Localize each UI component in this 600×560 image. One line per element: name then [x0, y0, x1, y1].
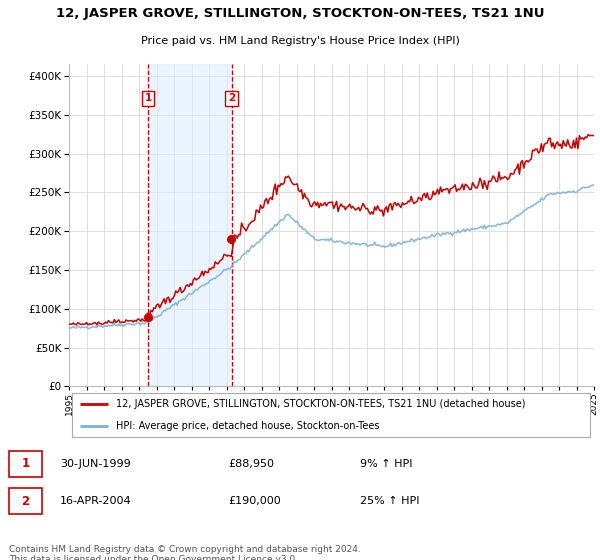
Text: 25% ↑ HPI: 25% ↑ HPI: [360, 496, 419, 506]
Text: Contains HM Land Registry data © Crown copyright and database right 2024.: Contains HM Land Registry data © Crown c…: [9, 545, 361, 554]
Text: £190,000: £190,000: [228, 496, 281, 506]
FancyBboxPatch shape: [71, 393, 590, 437]
Text: 16-APR-2004: 16-APR-2004: [60, 496, 131, 506]
Bar: [148, 64, 232, 386]
Text: 12, JASPER GROVE, STILLINGTON, STOCKTON-ON-TEES, TS21 1NU (detached house): 12, JASPER GROVE, STILLINGTON, STOCKTON-…: [116, 399, 526, 409]
Text: £88,950: £88,950: [228, 459, 274, 469]
Text: 30-JUN-1999: 30-JUN-1999: [60, 459, 131, 469]
Text: 1: 1: [22, 457, 29, 470]
Text: 9% ↑ HPI: 9% ↑ HPI: [360, 459, 413, 469]
FancyBboxPatch shape: [9, 488, 42, 514]
Text: Price paid vs. HM Land Registry's House Price Index (HPI): Price paid vs. HM Land Registry's House …: [140, 36, 460, 46]
Text: 1: 1: [145, 93, 152, 103]
Text: 2: 2: [22, 494, 29, 508]
Text: 12, JASPER GROVE, STILLINGTON, STOCKTON-ON-TEES, TS21 1NU: 12, JASPER GROVE, STILLINGTON, STOCKTON-…: [56, 7, 544, 20]
Text: HPI: Average price, detached house, Stockton-on-Tees: HPI: Average price, detached house, Stoc…: [116, 421, 380, 431]
FancyBboxPatch shape: [9, 451, 42, 477]
Text: This data is licensed under the Open Government Licence v3.0.: This data is licensed under the Open Gov…: [9, 556, 298, 560]
Text: 2: 2: [228, 93, 235, 103]
